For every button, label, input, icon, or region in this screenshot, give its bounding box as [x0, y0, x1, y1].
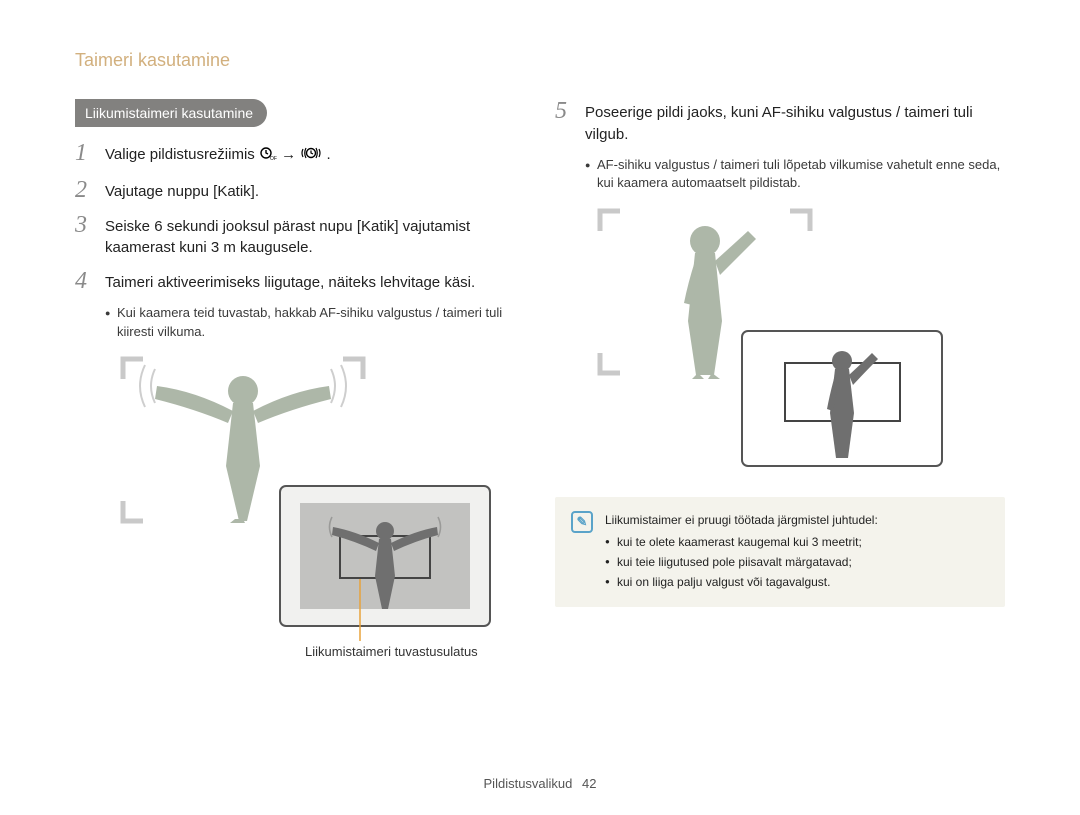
info-icon: ✎ — [571, 511, 593, 533]
note-lead: Liikumistaimer ei pruugi töötada järgmis… — [605, 511, 878, 529]
note-item: kui te olete kaamerast kaugemal kui 3 me… — [605, 533, 878, 551]
step-number: 5 — [555, 99, 575, 123]
footer-section: Pildistusvalikud — [484, 776, 573, 791]
step-3: 3 Seiske 6 sekundi jooksul pärast nupu [… — [75, 213, 525, 260]
bullet-item: Kui kaamera teid tuvastab, hakkab AF-sih… — [105, 304, 525, 342]
note-item: kui on liiga palju valgust või tagavalgu… — [605, 573, 878, 591]
step-text: Seiske 6 sekundi jooksul pärast nupu [Ka… — [105, 213, 525, 260]
step-number: 2 — [75, 178, 95, 202]
page-title: Taimeri kasutamine — [75, 50, 1005, 71]
page-footer: Pildistusvalikud 42 — [0, 776, 1080, 791]
timer-off-icon: OFF — [259, 145, 277, 168]
illustration-pose — [555, 203, 1005, 483]
arrow-icon: → — [281, 146, 300, 163]
footer-page-number: 42 — [582, 776, 596, 791]
step-text: Valige pildistusrežiimis OFF → — [105, 141, 331, 168]
right-column: 5 Poseerige pildi jaoks, kuni AF-sihiku … — [555, 99, 1005, 641]
step-number: 3 — [75, 213, 95, 237]
step-2: 2 Vajutage nuppu [Katik]. — [75, 178, 525, 203]
step-text-after: . — [326, 146, 330, 163]
content-columns: Liikumistaimeri kasutamine 1 Valige pild… — [75, 99, 1005, 641]
illustration-motion-detect: Liikumistaimeri tuvastusulatus — [75, 351, 525, 641]
left-column: Liikumistaimeri kasutamine 1 Valige pild… — [75, 99, 525, 641]
step-text: Poseerige pildi jaoks, kuni AF-sihiku va… — [585, 99, 1005, 146]
step-text-before: Valige pildistusrežiimis — [105, 146, 259, 163]
note-box: ✎ Liikumistaimer ei pruugi töötada järgm… — [555, 497, 1005, 607]
step-1: 1 Valige pildistusrežiimis OFF → — [75, 141, 525, 168]
illustration-caption: Liikumistaimeri tuvastusulatus — [305, 643, 478, 661]
bullet-item: AF-sihiku valgustus / taimeri tuli lõpet… — [585, 156, 1005, 194]
note-item: kui teie liigutused pole piisavalt märga… — [605, 553, 878, 571]
section-label: Liikumistaimeri kasutamine — [75, 99, 267, 127]
svg-text:OFF: OFF — [270, 156, 277, 161]
note-body: Liikumistaimer ei pruugi töötada järgmis… — [605, 511, 878, 593]
motion-timer-icon — [300, 145, 322, 168]
step-number: 1 — [75, 141, 95, 165]
step-text: Taimeri aktiveerimiseks liigutage, näite… — [105, 269, 475, 294]
step-4: 4 Taimeri aktiveerimiseks liigutage, näi… — [75, 269, 525, 294]
step-text: Vajutage nuppu [Katik]. — [105, 178, 259, 203]
step-4-bullets: Kui kaamera teid tuvastab, hakkab AF-sih… — [75, 304, 525, 342]
step-5: 5 Poseerige pildi jaoks, kuni AF-sihiku … — [555, 99, 1005, 146]
step-number: 4 — [75, 269, 95, 293]
step-5-bullets: AF-sihiku valgustus / taimeri tuli lõpet… — [555, 156, 1005, 194]
